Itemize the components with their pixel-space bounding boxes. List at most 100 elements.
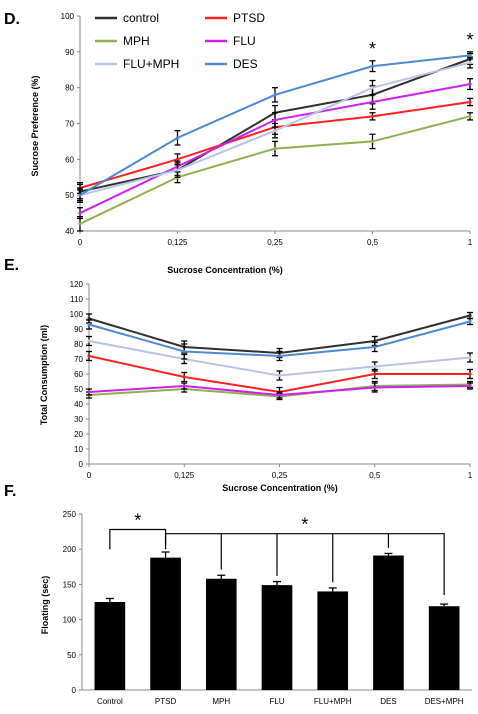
panel-d-data-point [468,114,472,118]
panel-d-data-point [78,222,82,226]
panel-f-y-tick-label: 0 [72,686,77,695]
significance-bracket-ptsd-group [164,533,445,595]
panel-d-x-tick-label: 0,5 [367,238,379,247]
panel-d-x-tick-label: 0,125 [167,238,188,247]
panel-e-data-point [373,345,377,349]
significance-star-ptsd-group: * [301,515,308,535]
bar-des [373,555,404,690]
bar-des-mph [428,606,460,690]
panel-d-data-point [78,193,82,197]
panel-e-data-point [87,322,91,327]
panel-e-y-tick-label: 10 [74,445,83,454]
panel-e-data-point [468,372,472,376]
panel-d-ylabel: Sucrose Preference (%) [30,75,40,176]
panel-letter-e: E. [4,257,19,274]
panel-d-data-point [370,100,375,104]
panel-e-xlabel: Sucrose Concentration (%) [222,483,338,493]
panel-f-y-tick-label: 50 [67,651,76,660]
panel-f-y-tick-label: 100 [63,616,77,625]
panel-d-data-point [468,100,472,104]
panel-d-y-tick-label: 50 [65,191,74,200]
panel-e-series-line-0 [88,314,471,355]
panel-e-data-point [468,313,472,318]
panel-e-data-point [87,354,91,358]
panel-e-data-point [277,354,282,358]
panel-d-data-point [370,86,375,90]
panel-d-data-point [273,93,277,97]
panel-e-x-tick-label: 0,5 [369,471,381,480]
panel-d-data-point [370,64,375,68]
panel-f-x-tick-label: FLU [269,697,284,706]
panel-d-data-point [175,136,180,140]
panel-d-xlabel: Sucrose Concentration (%) [167,265,283,275]
panel-e-data-point [182,375,186,379]
panel-e-data-point [87,316,91,321]
legend-label-flu: FLU [233,34,256,48]
panel-e-data-point [373,372,377,376]
panel-d-y-tick-label: 40 [65,227,74,236]
panel-e-data-point [87,339,91,343]
panel-d-data-point [175,157,180,161]
panel-d-y-tick-label: 80 [65,84,74,93]
panel-e-data-point [468,384,472,388]
panel-e-data-point [468,355,472,360]
panel-d-data-point [273,146,277,151]
panel-e-data-point [182,384,186,388]
panel-d-data-point [370,139,375,144]
panel-d-data-point [175,168,180,172]
panel-e-y-tick-label: 110 [70,295,83,304]
panel-e-data-point [87,390,91,394]
panel-d-y-tick-label: 60 [65,155,74,164]
panel-e-y-tick-label: 100 [70,310,84,319]
panel-f-y-tick-label: 200 [63,545,77,554]
panel-e-data-point [373,385,377,390]
panel-e-x-tick-label: 0,125 [174,471,195,480]
panel-e-x-tick-label: 1 [468,471,473,480]
panel-d-data-point [370,114,375,118]
panel-e-data-point [277,373,282,378]
panel-d-data-point [273,118,277,122]
chart-panel-d: 40 50 60 70 80 90 100 0 0,125 0,25 0,5 1 * * control PT… [61,11,474,247]
panel-e-y-tick-label: 70 [74,355,83,364]
panel-letter-d: D. [4,11,20,28]
panel-e-y-tick-label: 80 [74,340,83,349]
panel-e-y-tick-label: 60 [74,370,83,379]
panel-e-y-tick-label: 20 [74,430,83,439]
chart-panel-f: 0 50 100 150 200 250 Control PTSD MPH FLU FLU+MPH D… [63,510,472,706]
panel-e-data-point [277,393,282,397]
panel-d-y-tick-label: 100 [61,12,75,21]
panel-d-data-point [78,211,82,215]
panel-d-data-point [468,82,472,86]
bar-ptsd [150,557,181,690]
panel-f-x-tick-label: DES+MPH [425,697,464,706]
panel-e-x-tick-label: 0 [87,471,92,480]
panel-e-y-tick-label: 30 [74,415,83,424]
panel-f-x-tick-label: DES [380,697,396,706]
panel-f-x-tick-label: MPH [212,697,230,706]
panel-e-x-tick-label: 0,25 [272,471,288,480]
panel-d-data-point [468,53,472,58]
panel-e-y-tick-label: 50 [74,385,83,394]
panel-d-x-tick-label: 0 [78,238,83,247]
panel-f-x-tick-label: Control [97,697,123,706]
panel-d-data-point [273,129,277,133]
panel-e-data-point [373,339,377,343]
panel-d-significance-star: * [369,39,376,59]
significance-star-control-ptsd: * [134,510,141,530]
bar-mph [205,578,237,690]
panel-f-y-tick-label: 150 [63,580,77,589]
panel-d-y-tick-label: 90 [65,48,74,57]
panel-e-y-tick-label: 90 [74,325,83,334]
panel-d-y-tick-label: 70 [65,120,74,129]
panel-f-y-tick-label: 250 [63,510,77,519]
panel-f-ylabel: Floating (sec) [40,576,50,635]
legend-label-mph: MPH [123,34,150,48]
legend-label-flu-mph: FLU+MPH [123,57,179,71]
panel-e-ylabel: Total Consumption (ml) [39,325,49,425]
panel-d-x-tick-label: 0,25 [267,238,283,247]
panel-d-x-tick-label: 1 [468,238,473,247]
legend-label-control: control [123,11,159,25]
panel-e-y-tick-label: 0 [79,460,84,469]
chart-panel-e: 0 10 20 30 40 50 60 70 80 90 100 110 120 0 0,125 0,25 0,… [70,280,473,480]
